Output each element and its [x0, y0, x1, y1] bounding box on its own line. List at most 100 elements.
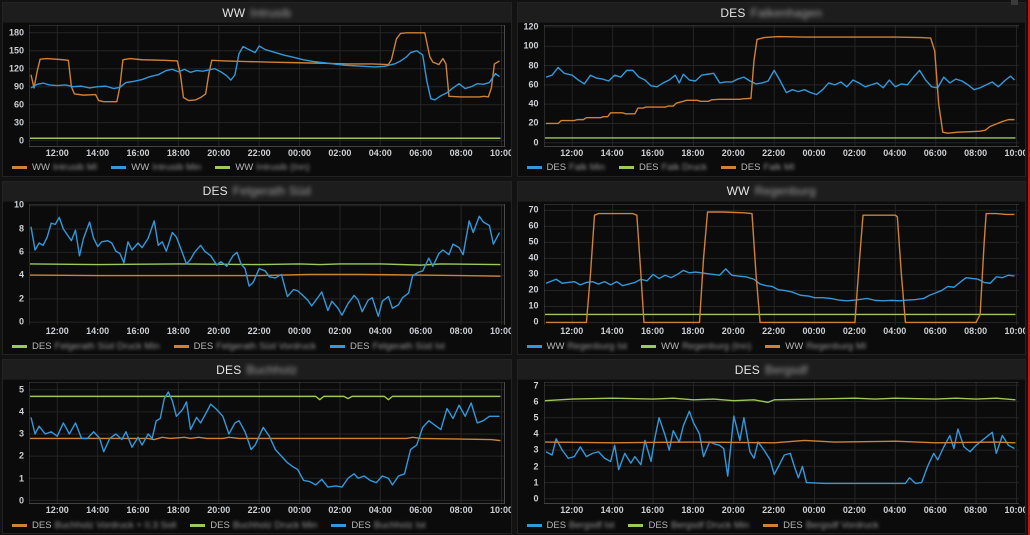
legend-label-redacted: Intrusib MI [52, 162, 98, 174]
x-tick-label: 04:00 [883, 147, 907, 158]
legend-label-prefix: WW [32, 162, 50, 174]
panel-title[interactable]: DES Felgerath Süd [3, 181, 511, 202]
panel-title[interactable]: WW Regenburg [517, 181, 1025, 202]
legend-label-redacted: Bergsdf Druck Min [671, 519, 750, 531]
y-tick-label: 60 [528, 79, 539, 90]
x-tick-label: 00:00 [802, 505, 826, 515]
panel-title-prefix: DES [216, 362, 242, 377]
legend-item[interactable]: DES Buchholz Druck Min [190, 520, 317, 531]
panel-des-falkenhagen: DES Falkenhagen 0 20 40 60 80 100 120 12:00 14:… [516, 2, 1026, 177]
x-tick-label: 22:00 [247, 505, 271, 515]
legend-item[interactable]: WW Regenburg (Inn) [641, 341, 751, 352]
panel-title[interactable]: DES Buchholz [3, 360, 511, 381]
x-tick-label: 14:00 [600, 505, 624, 515]
panel-title[interactable]: DES Falkenhagen [517, 3, 1025, 23]
legend-label-redacted: Intrusib (Inn) [256, 162, 310, 174]
legend-label-prefix: DES [32, 340, 52, 352]
legend-item[interactable]: WW Intrusib Min [111, 162, 201, 173]
y-tick-label: 120 [8, 63, 24, 74]
x-tick-label: 18:00 [681, 147, 705, 158]
chart-plot-area[interactable] [29, 382, 505, 504]
panel-title-prefix: DES [202, 184, 228, 199]
legend-color-dash [526, 523, 542, 527]
x-tick-label: 10:00 [489, 147, 512, 158]
panel-des-buchholz: DES Buchholz 0 1 2 3 4 5 12:00 14:00 16:00 18:00… [2, 359, 512, 534]
panel-title[interactable]: DES Bergsdf [517, 360, 1025, 381]
x-tick-label: 10:00 [489, 326, 512, 337]
legend-label-redacted: Buchholz Ist [373, 519, 426, 531]
panel-ww-intrusib: WW Intrusib 0 30 60 90 120 150 180 12:00 14:00 1… [2, 2, 512, 177]
x-tick-label: 12:00 [45, 505, 69, 515]
y-axis: 0 30 60 90 120 150 180 [3, 25, 29, 147]
x-tick-label: 10:00 [1004, 505, 1026, 515]
legend-color-dash [720, 166, 736, 170]
x-tick-label: 12:00 [560, 505, 584, 515]
legend-item[interactable]: DES Falk MI [720, 162, 795, 174]
legend-item[interactable]: DES Felgerath Süd Vordruck [173, 341, 316, 352]
y-tick-label: 6 [533, 396, 539, 407]
legend-item[interactable]: WW Regenburg MI [765, 341, 866, 352]
x-tick-label: 04:00 [883, 505, 907, 515]
x-tick-label: 22:00 [247, 147, 271, 158]
y-tick-label: 4 [18, 269, 24, 280]
legend-item[interactable]: WW Intrusib MI [12, 162, 97, 173]
legend-item[interactable]: DES Falk Druck [618, 162, 707, 173]
x-axis: 12:00 14:00 16:00 18:00 20:00 22:00 00:00 02:00… [29, 325, 511, 338]
legend-color-dash [641, 344, 657, 348]
x-tick-label: 00:00 [288, 505, 312, 515]
x-tick-label: 08:00 [449, 326, 473, 337]
x-tick-label: 16:00 [641, 147, 665, 158]
legend-item[interactable]: DES Felgerath Süd Druck Min [12, 341, 160, 352]
x-axis: 12:00 14:00 16:00 18:00 20:00 22:00 00:00 02:00… [544, 504, 1025, 517]
legend-item[interactable]: DES Falk Min [526, 162, 605, 174]
chart-plot-area[interactable] [544, 25, 1020, 147]
chart-plot-area[interactable] [29, 25, 505, 147]
legend-item[interactable]: DES Bergsdf Druck Min [628, 520, 749, 531]
legend-label-prefix: DES [740, 162, 761, 174]
legend-item[interactable]: WW Intrusib (Inn) [215, 162, 310, 174]
line-chart[interactable] [29, 25, 505, 147]
y-tick-label: 40 [528, 98, 539, 109]
y-tick-label: 5 [18, 384, 24, 395]
y-tick-label: 8 [18, 223, 24, 234]
scrollbar-notch[interactable] [1011, 0, 1018, 5]
legend-item[interactable]: WW Regenburg Ist [526, 341, 627, 352]
y-tick-label: 10 [13, 199, 24, 210]
line-chart[interactable] [544, 204, 1020, 326]
y-tick-label: 50 [528, 236, 539, 247]
y-tick-label: 80 [528, 60, 539, 71]
legend-label-redacted: Falk Min [569, 162, 605, 174]
chart-plot-area[interactable] [544, 204, 1020, 326]
x-tick-label: 20:00 [207, 505, 231, 515]
legend-item[interactable]: DES Buchholz Vordruck + 0.3 Soll [12, 520, 176, 531]
panel-title[interactable]: WW Intrusib [3, 3, 511, 23]
panel-title-redacted: Buchholz [246, 362, 298, 377]
chart-plot-area[interactable] [29, 204, 505, 326]
x-tick-label: 20:00 [721, 505, 745, 515]
x-tick-label: 22:00 [762, 505, 786, 515]
legend-item[interactable]: DES Felgerath Süd Ist [329, 341, 445, 352]
x-tick-label: 20:00 [721, 147, 745, 158]
legend-color-dash [12, 344, 27, 348]
line-chart[interactable] [544, 25, 1020, 147]
chart-plot-area[interactable] [544, 382, 1020, 504]
x-tick-label: 20:00 [721, 326, 745, 337]
x-tick-label: 06:00 [409, 147, 433, 158]
x-tick-label: 18:00 [166, 326, 190, 337]
line-chart[interactable] [29, 382, 505, 504]
x-tick-label: 00:00 [802, 147, 826, 158]
x-tick-label: 02:00 [328, 326, 352, 337]
x-tick-label: 18:00 [681, 326, 705, 337]
x-tick-label: 02:00 [328, 505, 352, 515]
y-tick-label: 30 [13, 117, 24, 128]
y-tick-label: 6 [18, 246, 24, 257]
line-chart[interactable] [544, 382, 1020, 504]
x-tick-label: 16:00 [641, 326, 665, 337]
legend-item[interactable]: DES Bergsdf Vordruck [763, 520, 879, 531]
legend-color-dash [190, 523, 206, 527]
legend-item[interactable]: DES Bergsdf Ist [526, 520, 614, 531]
legend-color-dash [526, 344, 542, 348]
line-chart[interactable] [29, 204, 505, 326]
legend: WW Intrusib MI WW Intrusib Min WW Intrusib (I… [3, 160, 511, 176]
legend-item[interactable]: DES Buchholz Ist [331, 519, 426, 531]
